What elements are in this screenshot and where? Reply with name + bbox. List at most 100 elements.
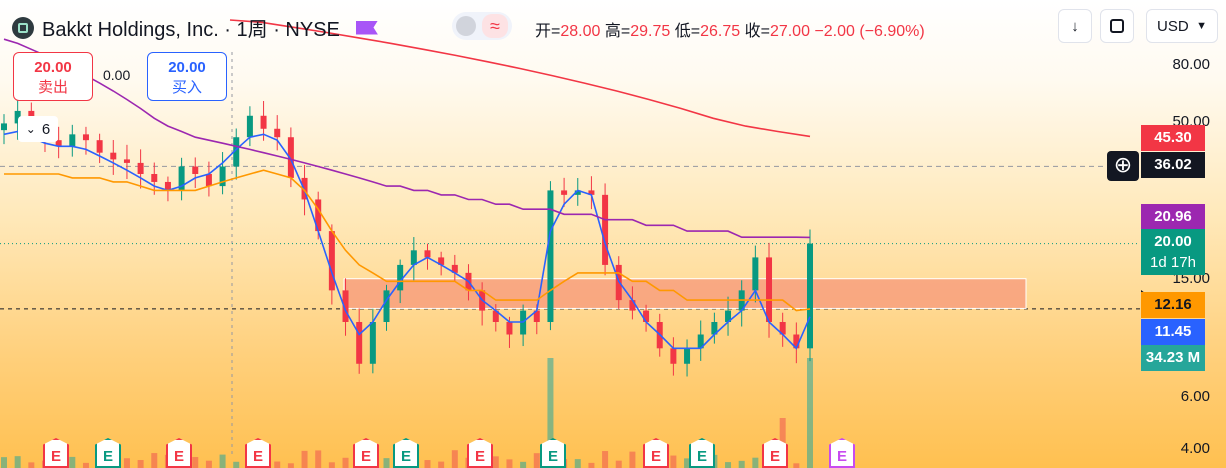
candle-body	[328, 231, 335, 291]
candle-body	[397, 264, 404, 291]
sell-button[interactable]: 20.00 卖出	[13, 52, 93, 101]
volume-bar	[287, 463, 294, 468]
earnings-event-marker[interactable]: E	[467, 438, 493, 468]
earnings-event-marker[interactable]: E	[829, 438, 855, 468]
flag-icon[interactable]	[355, 20, 378, 35]
candle-body	[506, 322, 513, 335]
open-value: 28.00	[560, 23, 601, 40]
candle-body	[219, 166, 226, 187]
earnings-event-marker[interactable]: E	[43, 438, 69, 468]
candle-body	[752, 257, 759, 291]
candle-body	[383, 290, 390, 323]
buy-button[interactable]: 20.00 买入	[147, 52, 227, 101]
volume-bar	[315, 450, 322, 468]
buy-label: 买入	[171, 79, 202, 96]
close-value: 27.00	[769, 23, 810, 40]
earnings-event-marker[interactable]: E	[643, 438, 669, 468]
earnings-event-marker[interactable]: E	[393, 438, 419, 468]
candle-body	[643, 310, 650, 323]
earnings-event-marker[interactable]: E	[762, 438, 788, 468]
volume-bar	[28, 462, 35, 468]
volume-bar	[533, 453, 540, 468]
candle-body	[779, 322, 786, 335]
support-zone	[343, 278, 1027, 309]
volume-bar	[793, 463, 800, 468]
volume-bar	[233, 461, 240, 468]
bar-countdown: 1d 17h	[1150, 254, 1196, 271]
earnings-event-marker[interactable]: E	[245, 438, 271, 468]
volume-tag: 34.23 M	[1141, 345, 1205, 371]
candle-body	[766, 257, 773, 323]
candle-body	[274, 128, 281, 138]
volume-bar	[752, 457, 759, 468]
download-button[interactable]: ↓	[1058, 9, 1092, 43]
change-value: −2.00 (−6.90%)	[814, 23, 925, 40]
volume-bar	[492, 456, 499, 468]
candle-body	[410, 250, 417, 265]
candle-body	[793, 334, 800, 349]
candle-body	[205, 173, 212, 187]
candle-body	[356, 322, 363, 364]
volume-bar	[137, 460, 144, 468]
candle-body	[807, 243, 813, 349]
candle-body	[725, 310, 732, 323]
volume-bar	[451, 450, 458, 468]
candle-body	[438, 257, 445, 265]
fullscreen-button[interactable]	[1100, 9, 1134, 43]
candle-body	[246, 115, 253, 138]
candle-body	[574, 190, 581, 195]
volume-bar	[69, 456, 76, 468]
candle-body	[451, 264, 458, 273]
candle-body	[82, 134, 89, 141]
earnings-event-marker[interactable]: E	[95, 438, 121, 468]
candle-body	[123, 159, 130, 163]
last-price-tag: 20.00 1d 17h	[1141, 229, 1205, 275]
candle-body	[69, 134, 76, 147]
volume-bar	[14, 456, 21, 468]
volume-bar	[574, 459, 581, 468]
candle-body	[547, 190, 554, 323]
header-bar: Bakkt Holdings, Inc. · 1周 · NYSE ≈ 开=28.…	[0, 0, 1226, 52]
toggle-off-icon[interactable]	[456, 16, 476, 36]
candle-body	[110, 152, 117, 160]
currency-select[interactable]: USD ▼	[1146, 9, 1218, 43]
volume-bar	[274, 461, 281, 468]
low-label: 低=	[674, 23, 701, 40]
candle-body	[533, 310, 540, 323]
wave-icon[interactable]: ≈	[482, 14, 508, 38]
earnings-event-marker[interactable]: E	[689, 438, 715, 468]
candle-body	[629, 300, 636, 311]
high-label: 高=	[604, 23, 631, 40]
add-alert-button[interactable]: ⊕	[1107, 151, 1139, 181]
series-line-ma-blue	[3, 130, 811, 350]
earnings-event-marker[interactable]: E	[353, 438, 379, 468]
high-value: 29.75	[630, 23, 671, 40]
sell-price: 20.00	[34, 59, 72, 76]
candle-body	[164, 181, 171, 191]
symbol-title-row[interactable]: Bakkt Holdings, Inc. · 1周 · NYSE	[12, 13, 378, 42]
candle-body	[670, 348, 677, 364]
indicator-count: 6	[41, 120, 51, 138]
arrow-down-icon: ↓	[1071, 17, 1079, 35]
earnings-event-marker[interactable]: E	[166, 438, 192, 468]
candle-body	[684, 348, 691, 364]
volume-bar	[738, 460, 745, 468]
volume-bar	[725, 462, 732, 468]
volume-bar	[151, 453, 158, 468]
ma-red-price-tag: 45.30	[1141, 125, 1205, 151]
last-price: 20.00	[1154, 233, 1192, 250]
indicators-collapse-button[interactable]: ⌄ 6	[18, 116, 58, 142]
ma-purple-price-tag: 20.96	[1141, 204, 1205, 230]
earnings-event-marker[interactable]: E	[540, 438, 566, 468]
candle-body	[260, 115, 267, 129]
plus-icon: ⊕	[1113, 152, 1133, 177]
volume-bar	[684, 458, 691, 468]
candle-body	[602, 194, 609, 265]
price-tick: 4.00	[1180, 440, 1210, 457]
chart-mode-toggle[interactable]: ≈	[452, 12, 512, 40]
volume-bar	[301, 450, 308, 468]
candle-body	[192, 166, 199, 174]
candle-body	[137, 162, 144, 174]
symbol-title[interactable]: Bakkt Holdings, Inc. · 1周 · NYSE	[42, 19, 340, 41]
